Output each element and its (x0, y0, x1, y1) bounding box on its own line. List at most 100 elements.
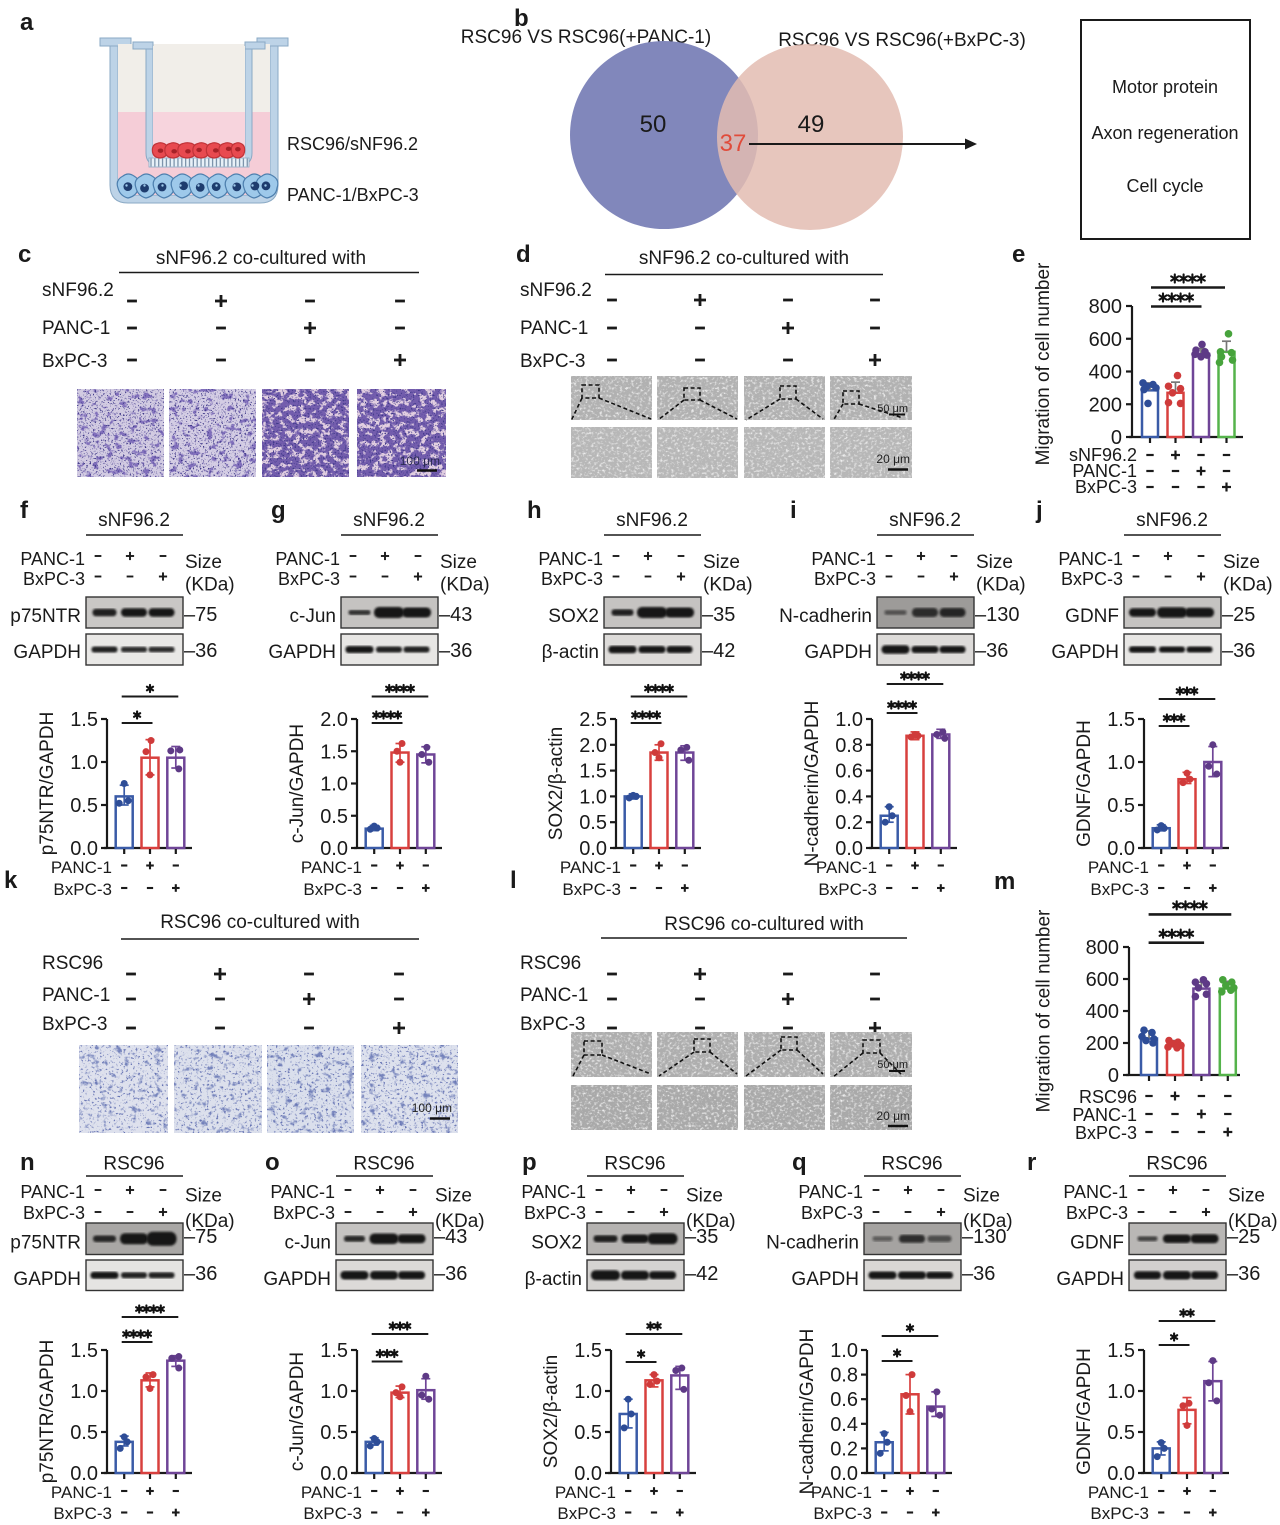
svg-text:1.0: 1.0 (70, 752, 98, 774)
svg-text:PANC-1: PANC-1 (1088, 858, 1149, 877)
svg-text:–75: –75 (184, 604, 217, 626)
svg-text:PANC-1: PANC-1 (301, 1483, 362, 1502)
svg-text:BxPC-3: BxPC-3 (1090, 880, 1149, 899)
svg-text:PANC-1: PANC-1 (560, 858, 621, 877)
svg-text:PANC-1: PANC-1 (270, 1182, 335, 1202)
svg-text:37: 37 (720, 130, 747, 157)
svg-text:GAPDH: GAPDH (1056, 1269, 1124, 1290)
svg-text:BxPC-3: BxPC-3 (520, 1014, 585, 1035)
svg-text:RSC96: RSC96 (103, 1154, 164, 1175)
svg-text:β-actin: β-actin (542, 642, 599, 663)
svg-text:2.0: 2.0 (579, 735, 607, 757)
svg-text:800: 800 (1086, 937, 1119, 959)
svg-text:PANC-1: PANC-1 (301, 858, 362, 877)
svg-text:0.0: 0.0 (830, 1463, 858, 1485)
svg-text:GAPDH: GAPDH (1051, 642, 1119, 663)
svg-text:c-Jun: c-Jun (290, 606, 336, 627)
svg-text:0.2: 0.2 (835, 812, 863, 834)
svg-text:Size: Size (703, 552, 740, 573)
svg-text:1.0: 1.0 (320, 1381, 348, 1403)
svg-text:1.0: 1.0 (1107, 1381, 1135, 1403)
svg-text:sNF96.2: sNF96.2 (98, 510, 170, 531)
svg-text:c-Jun/GAPDH: c-Jun/GAPDH (287, 724, 308, 843)
svg-text:SOX2: SOX2 (531, 1233, 582, 1254)
svg-text:(KDa): (KDa) (686, 1211, 736, 1232)
svg-text:i: i (790, 497, 797, 524)
svg-text:c: c (18, 241, 31, 268)
svg-text:50 μm: 50 μm (877, 403, 908, 415)
svg-text:BxPC-3: BxPC-3 (273, 1203, 335, 1223)
svg-text:m: m (994, 868, 1015, 895)
svg-text:100 μm: 100 μm (412, 1101, 452, 1115)
svg-text:–36: –36 (1222, 640, 1255, 662)
svg-text:p: p (522, 1149, 537, 1176)
svg-text:–43: –43 (434, 1226, 467, 1248)
svg-text:(KDa): (KDa) (963, 1211, 1013, 1232)
svg-text:0.4: 0.4 (830, 1414, 858, 1436)
svg-text:200: 200 (1089, 394, 1122, 416)
svg-text:RSC96: RSC96 (1079, 1087, 1137, 1107)
svg-text:0.8: 0.8 (835, 735, 863, 757)
svg-text:g: g (271, 497, 286, 524)
svg-text:sNF96.2: sNF96.2 (1136, 510, 1208, 531)
svg-text:PANC-1/BxPC-3: PANC-1/BxPC-3 (287, 185, 419, 205)
svg-text:BxPC-3: BxPC-3 (42, 351, 107, 372)
svg-text:N-cadherin: N-cadherin (779, 606, 872, 627)
svg-text:b: b (514, 5, 529, 32)
svg-text:BxPC-3: BxPC-3 (1075, 477, 1137, 497)
svg-text:–36: –36 (434, 1263, 467, 1285)
svg-text:BxPC-3: BxPC-3 (303, 880, 362, 899)
svg-text:0.5: 0.5 (1107, 795, 1135, 817)
svg-text:0.5: 0.5 (1107, 1422, 1135, 1444)
svg-text:0.0: 0.0 (835, 838, 863, 860)
svg-text:PANC-1: PANC-1 (521, 1182, 586, 1202)
svg-text:p75NTR/GAPDH: p75NTR/GAPDH (37, 712, 58, 856)
svg-text:GAPDH: GAPDH (268, 642, 336, 663)
svg-text:PANC-1: PANC-1 (51, 1483, 112, 1502)
svg-text:RSC96: RSC96 (353, 1154, 414, 1175)
svg-text:50: 50 (640, 111, 667, 138)
svg-text:0.6: 0.6 (835, 761, 863, 783)
svg-text:–36: –36 (1227, 1263, 1260, 1285)
svg-text:PANC-1: PANC-1 (816, 858, 877, 877)
svg-text:–130: –130 (975, 604, 1020, 626)
svg-text:1.5: 1.5 (70, 1340, 98, 1362)
svg-text:GAPDH: GAPDH (804, 642, 872, 663)
svg-text:h: h (527, 497, 542, 524)
svg-text:SOX2: SOX2 (548, 606, 599, 627)
svg-text:N-cadherin: N-cadherin (766, 1233, 859, 1254)
svg-text:0: 0 (1111, 427, 1122, 449)
svg-text:(KDa): (KDa) (703, 575, 753, 596)
svg-text:Size: Size (963, 1186, 1000, 1207)
svg-text:GDNF/GAPDH: GDNF/GAPDH (1074, 1348, 1095, 1475)
svg-text:BxPC-3: BxPC-3 (520, 351, 585, 372)
svg-text:Size: Size (976, 552, 1013, 573)
svg-text:SOX2/β-actin: SOX2/β-actin (541, 1355, 562, 1468)
svg-text:Size: Size (686, 1186, 723, 1207)
svg-text:0.0: 0.0 (1107, 1463, 1135, 1485)
svg-text:–36: –36 (439, 640, 472, 662)
svg-text:0.5: 0.5 (320, 1422, 348, 1444)
svg-text:N-cadherin/GAPDH: N-cadherin/GAPDH (802, 701, 823, 867)
svg-text:BxPC-3: BxPC-3 (524, 1203, 586, 1223)
svg-text:q: q (792, 1149, 807, 1176)
svg-text:Axon regeneration: Axon regeneration (1091, 123, 1238, 143)
svg-text:1.5: 1.5 (1107, 709, 1135, 731)
svg-text:Motor protein: Motor protein (1112, 77, 1218, 97)
svg-text:BxPC-3: BxPC-3 (23, 1203, 85, 1223)
svg-text:sNF96.2 co-cultured with: sNF96.2 co-cultured with (156, 248, 366, 269)
svg-text:sNF96.2 co-cultured with: sNF96.2 co-cultured with (639, 248, 849, 269)
svg-text:1.0: 1.0 (579, 786, 607, 808)
svg-text:BxPC-3: BxPC-3 (1090, 1504, 1149, 1523)
svg-text:PANC-1: PANC-1 (520, 318, 588, 339)
svg-text:0.5: 0.5 (70, 795, 98, 817)
svg-text:Cell cycle: Cell cycle (1126, 176, 1203, 196)
svg-text:PANC-1: PANC-1 (51, 858, 112, 877)
svg-text:1.5: 1.5 (70, 709, 98, 731)
svg-text:GAPDH: GAPDH (791, 1269, 859, 1290)
svg-text:49: 49 (798, 111, 825, 138)
svg-text:20 μm: 20 μm (876, 1109, 910, 1123)
svg-text:BxPC-3: BxPC-3 (42, 1014, 107, 1035)
svg-text:l: l (510, 867, 517, 894)
svg-text:GDNF: GDNF (1070, 1233, 1124, 1254)
